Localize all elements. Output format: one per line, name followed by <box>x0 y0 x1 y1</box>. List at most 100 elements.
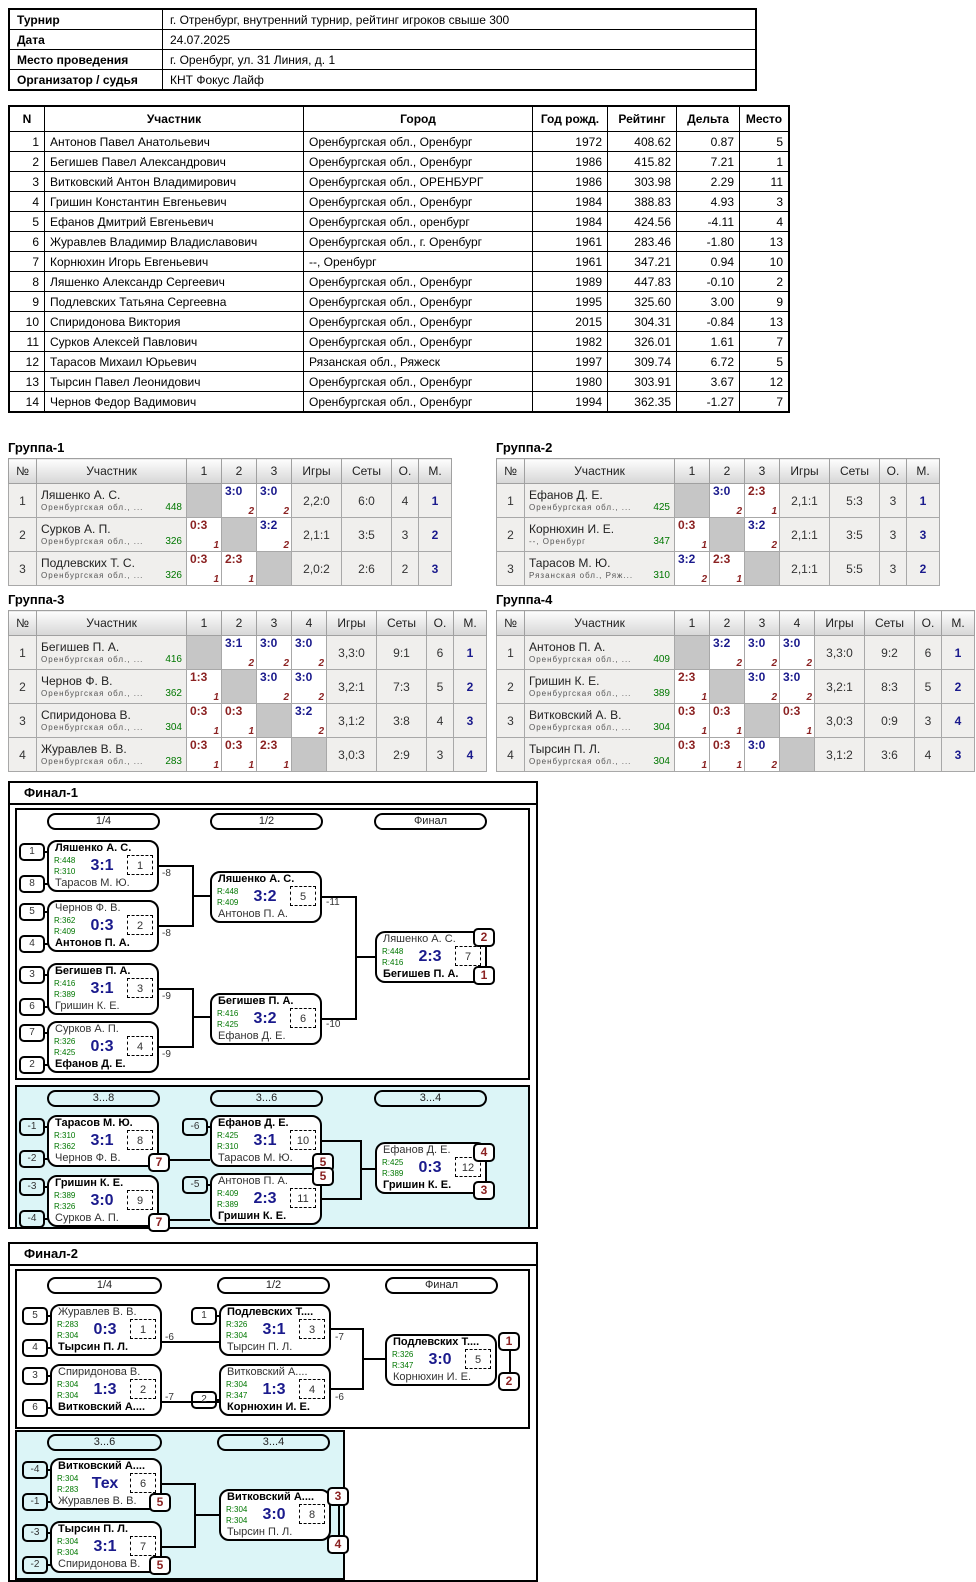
participant-row: 8 Ляшенко Александр Сергеевич Оренбургская… <box>8 271 790 292</box>
group-number-cell: 3 <box>8 703 37 738</box>
group-table: № Участник 1 2 3 Игры Сеты О. М. 1 Ефанов Д. Е. 425… <box>496 458 940 586</box>
match-score: 3:1 <box>90 980 114 997</box>
group-row: 1 Антонов П. А. 409 Оренбургская обл., ... 3… <box>496 635 975 670</box>
group-score-main: 0:3 <box>225 738 243 752</box>
group-games-cell: 3,3:0 <box>814 635 865 670</box>
group-score-points: 1 <box>213 574 219 585</box>
group-self-cell <box>221 517 257 552</box>
player-bottom-name: Антонов П. А. <box>218 908 288 920</box>
group-header-cell: Участник <box>524 458 675 484</box>
match-middle: R:416 R:425 3:2 6 <box>212 1008 320 1030</box>
match-middle: R:304 R:283 Тех 6 <box>52 1473 160 1495</box>
group-header-cell: № <box>496 458 525 484</box>
group-score-main: 3:0 <box>713 484 731 498</box>
group-place-cell: 1 <box>418 483 452 518</box>
group-head: № Участник 1 2 3 4 Игры Сеты О. М. <box>496 610 975 636</box>
participant-cell: 3 <box>8 171 45 192</box>
group-score-cell: 3:0 2 <box>779 669 815 704</box>
group-score-main: 2:3 <box>225 552 243 566</box>
group-3-container: Группа-3 № Участник 1 2 3 4 Игры Сеты О. М. 1 Бегише… <box>8 592 496 772</box>
participant-cell: 304.31 <box>607 311 677 332</box>
group-title: Группа-1 <box>8 440 65 455</box>
player-top-name: Подлевских Т.... <box>227 1306 314 1318</box>
player-top-rating: R:448 <box>217 887 239 896</box>
group-participant-region: Рязанская обл., Ряж... <box>529 571 634 580</box>
group-place-cell: 3 <box>453 703 487 738</box>
group-row: 2 Сурков А. П. 326 Оренбургская обл., ... 0:… <box>8 517 452 552</box>
place-badge: 5 <box>149 1493 171 1512</box>
participant-cell: Витковский Антон Владимирович <box>44 171 304 192</box>
match-middle: R:310 R:362 3:1 8 <box>49 1130 157 1152</box>
group-games-cell: 2,2:0 <box>291 483 342 518</box>
group-score-cell: 3:2 2 <box>674 551 710 586</box>
group-score-points: 2 <box>283 540 289 551</box>
group-score-points: 1 <box>701 760 707 771</box>
group-score-cell: 0:3 1 <box>709 703 745 738</box>
group-place-cell: 2 <box>941 669 975 704</box>
match-score: 3:1 <box>253 1132 277 1149</box>
participants-table: N Участник Город Год рожд. Рейтинг Дельта Мест… <box>8 105 790 413</box>
player-bottom-rating: R:409 <box>54 927 76 936</box>
participant-cell: 1972 <box>532 131 608 152</box>
participant-cell: 303.91 <box>607 371 677 392</box>
group-score-main: 0:3 <box>713 704 731 718</box>
player-top-rating: R:416 <box>217 1009 239 1018</box>
participant-row: 5 Ефанов Дмитрий Евгеньевич Оренбургская о… <box>8 211 790 232</box>
player-bottom-name: Тырсин П. Л. <box>227 1526 293 1538</box>
bracket-line <box>192 865 194 927</box>
group-body: 1 Бегишев П. А. 416 Оренбургская обл., ... 3… <box>8 635 487 772</box>
group-header-cell: Сеты <box>376 610 427 636</box>
bracket-line <box>44 943 48 945</box>
table-number-box: 1 <box>130 1319 156 1339</box>
group-participant-rating: 389 <box>653 688 670 699</box>
info-row: Дата 24.07.2025 <box>8 29 757 50</box>
participant-cell: Оренбургская обл., Оренбург <box>303 331 533 352</box>
table-number-box: 3 <box>127 978 153 998</box>
group-score-points: 1 <box>701 692 707 703</box>
participant-row: 3 Витковский Антон Владимирович Оренбургск… <box>8 171 790 192</box>
group-header-row: № Участник 1 2 3 4 Игры Сеты О. М. <box>496 610 975 636</box>
group-points-cell: 6 <box>914 635 942 670</box>
match-score: 2:3 <box>253 1190 277 1207</box>
seed-box: 6 <box>22 1399 48 1417</box>
group-participant-cell: Гришин К. Е. 389 Оренбургская обл., ... <box>524 669 675 704</box>
group-points-cell: 3 <box>879 551 907 586</box>
player-top-name: Спиридонова В. <box>58 1366 141 1378</box>
group-score-points: 1 <box>806 726 812 737</box>
bracket-line <box>322 1198 360 1200</box>
group-participant-rating: 304 <box>653 756 670 767</box>
player-top-name: Витковский А.... <box>227 1366 308 1378</box>
group-participant-cell: Витковский А. В. 304 Оренбургская обл., ..… <box>524 703 675 738</box>
table-number-box: 6 <box>290 1008 316 1028</box>
participant-cell: 11 <box>739 171 790 192</box>
match-card-qf1: Журавлев В. В. R:283 R:304 0:3 1 Тырсин П. Л. <box>50 1304 162 1356</box>
group-score-points: 2 <box>771 760 777 771</box>
group-head: № Участник 1 2 3 Игры Сеты О. М. <box>496 458 940 484</box>
player-top-rating: R:326 <box>54 1037 76 1046</box>
participant-cell: Оренбургская обл., ОРЕНБУРГ <box>303 171 533 192</box>
participant-cell: Тарасов Михаил Юрьевич <box>44 351 304 372</box>
group-score-cell: 2:3 1 <box>256 737 292 772</box>
group-games-cell: 2,0:2 <box>291 551 342 586</box>
group-header-cell: М. <box>453 610 487 636</box>
group-header-cell: Сеты <box>864 610 915 636</box>
group-self-cell <box>186 635 222 670</box>
player-top-rating: R:304 <box>57 1537 79 1546</box>
group-participant-name: Спиридонова В. <box>41 708 131 722</box>
participants-header-cell: Дельта <box>676 105 740 132</box>
player-bottom-rating: R:389 <box>217 1200 239 1209</box>
group-points-cell: 3 <box>879 483 907 518</box>
bracket-line <box>194 895 210 897</box>
group-score-points: 2 <box>318 726 324 737</box>
player-bottom-rating: R:347 <box>392 1361 414 1370</box>
group-score-cell: 3:0 2 <box>744 669 780 704</box>
round-pill: 1/4 <box>47 1277 162 1294</box>
participant-cell: Оренбургская обл., Оренбург <box>303 271 533 292</box>
bracket-line <box>362 1168 375 1170</box>
group-score-points: 2 <box>736 506 742 517</box>
group-score-points: 1 <box>213 692 219 703</box>
place-badge: 1 <box>498 1332 520 1351</box>
participant-cell: Ефанов Дмитрий Евгеньевич <box>44 211 304 232</box>
group-row: 1 Ляшенко А. С. 448 Оренбургская обл., ... 3… <box>8 483 452 518</box>
player-bottom-name: Журавлев В. В. <box>58 1495 137 1507</box>
